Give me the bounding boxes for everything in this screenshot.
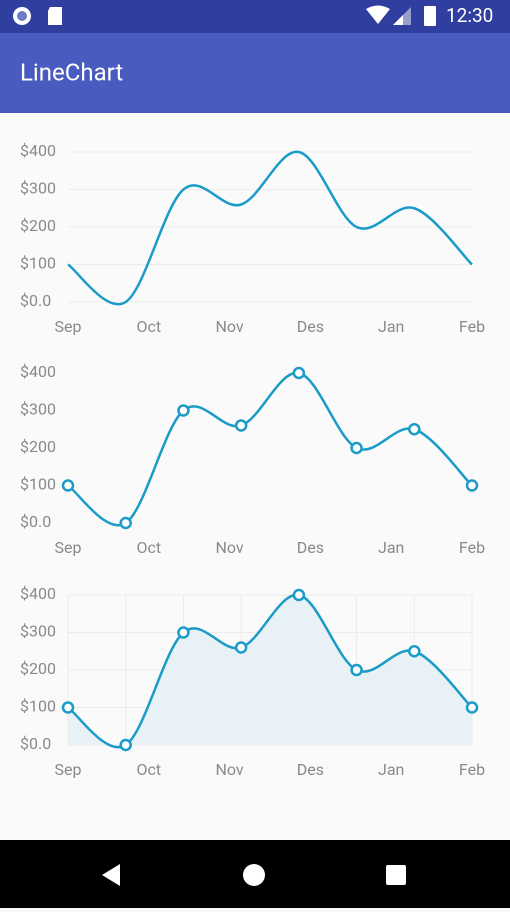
y-tick-label: $300 (20, 400, 56, 419)
status-icon (17, 11, 27, 21)
x-tick-label: Nov (216, 538, 244, 557)
line (67, 593, 473, 749)
point (408, 423, 421, 436)
point (408, 645, 421, 658)
x-tick-label: Jan (378, 317, 404, 336)
line (67, 150, 473, 306)
x-tick-label: Sep (55, 760, 82, 779)
battery-icon (424, 6, 436, 26)
home-button[interactable] (243, 864, 265, 886)
x-tick-label: Oct (136, 760, 161, 779)
y-tick-label: $300 (20, 179, 56, 198)
app-title: LineChart (20, 58, 123, 86)
point (61, 479, 75, 492)
sd-icon (48, 7, 62, 25)
y-tick-label: $100 (20, 475, 56, 494)
y-tick-label: $300 (20, 622, 56, 641)
recents-button[interactable] (386, 865, 406, 885)
point (350, 441, 363, 455)
x-tick-label: Nov (216, 317, 244, 336)
x-tick-label: Nov (216, 760, 244, 779)
status-time: 12:30 (446, 4, 493, 27)
y-tick-label: $400 (20, 584, 56, 603)
point (119, 738, 132, 752)
app-bar (0, 33, 510, 113)
point (292, 366, 306, 380)
y-tick-label: $200 (20, 659, 56, 678)
point (465, 701, 479, 714)
y-tick-label: $200 (20, 437, 56, 456)
y-tick-label: $400 (20, 362, 56, 381)
point (234, 419, 248, 432)
signal-icon (393, 15, 403, 25)
x-tick-label: Feb (459, 317, 485, 336)
y-tick-label: $100 (20, 254, 56, 273)
x-tick-label: Jan (378, 538, 404, 557)
point (234, 641, 248, 654)
y-tick-label: $0.0 (20, 734, 51, 753)
area (68, 594, 472, 748)
x-tick-label: Jan (378, 760, 404, 779)
y-tick-label: $100 (20, 697, 56, 716)
x-tick-label: Des (297, 760, 324, 779)
wifi-icon (366, 5, 390, 24)
charts: $0.0 $100 $200 $300 $400 Sep Oct Nov Des Jan Feb $0… (20, 141, 485, 779)
line (67, 371, 473, 527)
point (177, 404, 190, 417)
point (350, 663, 363, 677)
x-tick-label: Feb (459, 538, 485, 557)
x-tick-label: Des (297, 317, 324, 336)
x-tick-label: Sep (55, 317, 82, 336)
x-tick-label: Oct (136, 317, 161, 336)
y-tick-label: $0.0 (20, 512, 51, 531)
y-tick-label: $0.0 (20, 291, 51, 310)
point (177, 626, 190, 639)
x-tick-label: Sep (55, 538, 82, 557)
point (292, 588, 306, 602)
x-tick-label: Feb (459, 760, 485, 779)
point (119, 516, 132, 530)
x-tick-label: Oct (136, 538, 161, 557)
point (465, 479, 479, 492)
y-tick-label: $400 (20, 141, 56, 160)
point (61, 701, 75, 714)
back-button[interactable] (102, 864, 120, 886)
y-tick-label: $200 (20, 216, 56, 235)
x-tick-label: Des (297, 538, 324, 557)
